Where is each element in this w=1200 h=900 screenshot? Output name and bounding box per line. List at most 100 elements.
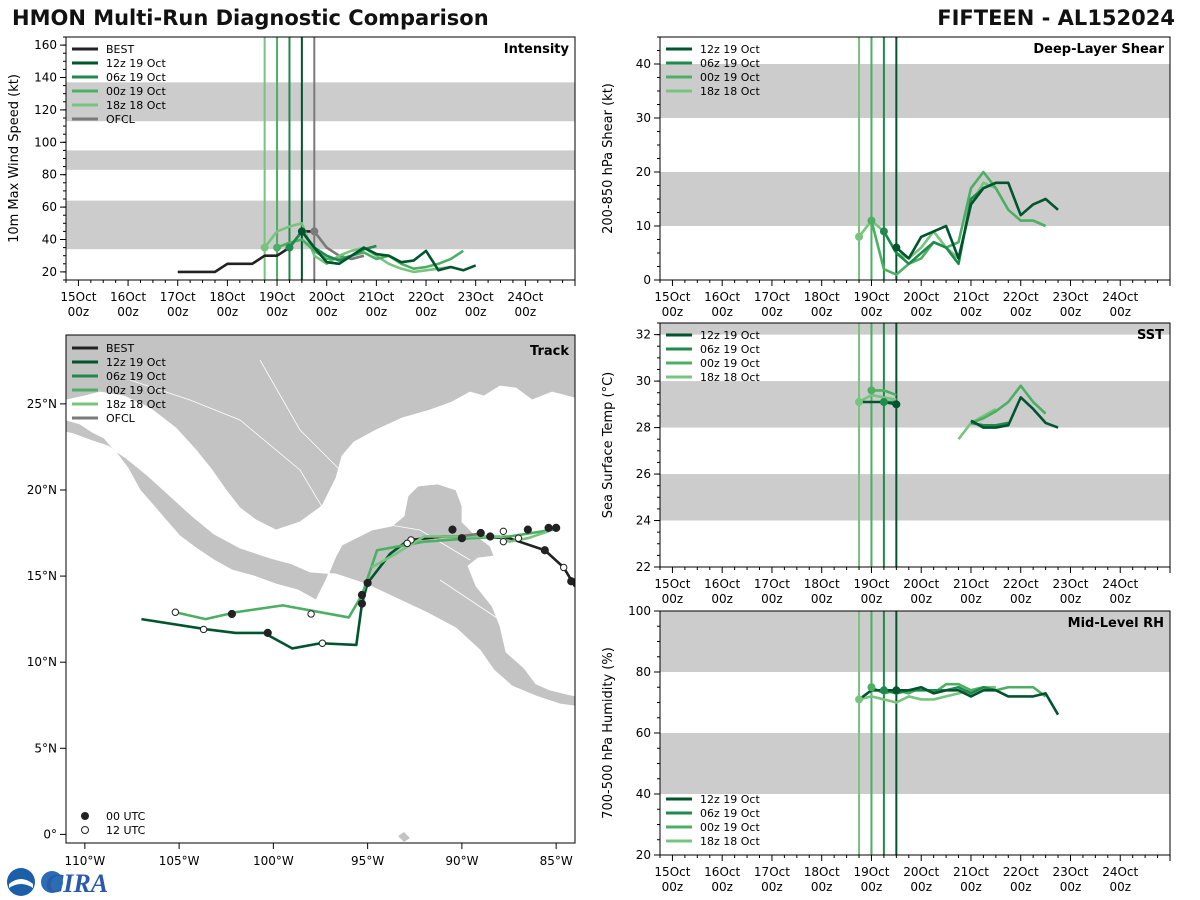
rh-x-tick-label: 18Oct (804, 865, 840, 879)
shear-y-axis-label: 200-850 hPa Shear (kt) (601, 83, 616, 234)
intensity-series-line (276, 238, 464, 270)
rh-y-axis-label: 700-500 hPa Humidity (%) (601, 647, 616, 819)
intensity-y-tick-label: 80 (42, 168, 57, 182)
sst-legend-label: 00z 19 Oct (700, 357, 760, 370)
track-position-marker (486, 532, 495, 541)
intensity-x-tick-label: 00z (217, 305, 239, 319)
track-y-tick-label: 25°N (27, 397, 57, 411)
rh-x-tick-label: 17Oct (754, 865, 790, 879)
rh-threshold-band (660, 611, 1170, 672)
track-position-marker (457, 534, 466, 543)
cira-logo-text: CIRA (46, 869, 108, 898)
intensity-legend-label: 12z 19 Oct (106, 57, 166, 70)
intensity-legend-label: BEST (106, 43, 134, 56)
sst-series-line (859, 400, 897, 406)
shear-x-tick-label: 15Oct (654, 290, 690, 304)
intensity-y-axis-label: 10m Max Wind Speed (kt) (7, 74, 22, 243)
sst-x-tick-label: 00z (960, 592, 982, 606)
track-x-tick-label: 90°W (445, 854, 478, 868)
track-x-tick-label: 100°W (253, 854, 294, 868)
shear-y-tick-label: 20 (636, 165, 651, 179)
rh-legend-label: 18z 18 Oct (700, 835, 760, 848)
rh-x-tick-label: 00z (960, 880, 982, 894)
sst-x-tick-label: 00z (861, 592, 883, 606)
track-land-mass (66, 335, 575, 707)
track-position-marker (199, 625, 208, 634)
shear-legend-label: 00z 19 Oct (700, 71, 760, 84)
shear-x-tick-label: 22Oct (1003, 290, 1039, 304)
shear-x-tick-label: 00z (861, 305, 883, 319)
rh-series-line (883, 685, 997, 695)
intensity-x-tick-label: 00z (167, 305, 189, 319)
track-position-marker (559, 563, 568, 572)
shear-x-tick-label: 16Oct (704, 290, 740, 304)
track-position-marker (523, 525, 532, 534)
intensity-x-tick-label: 00z (266, 305, 288, 319)
rh-x-tick-label: 20Oct (903, 865, 939, 879)
intensity-x-tick-label: 00z (316, 305, 338, 319)
intensity-x-tick-label: 00z (415, 305, 437, 319)
rh-x-tick-label: 15Oct (654, 865, 690, 879)
track-panel: 110°W 105°W 100°W 95°W 90°W 85°W 0° 5°N 10°N 15°N… (27, 334, 576, 868)
sst-y-tick-label: 24 (636, 514, 651, 528)
intensity-panel: 15Oct00z16Oct00z17Oct00z18Oct00z19Oct00z… (7, 36, 576, 319)
shear-series-line (882, 181, 997, 266)
rh-x-tick-label: 19Oct (853, 865, 889, 879)
track-frame (65, 334, 576, 844)
intensity-panel-title: Intensity (504, 42, 570, 57)
sst-threshold-band (660, 381, 1170, 428)
sst-x-tick-label: 00z (910, 592, 932, 606)
sst-series-line (871, 389, 897, 397)
intensity-x-tick-label: 18Oct (209, 290, 245, 304)
shear-x-tick-label: 18Oct (804, 290, 840, 304)
intensity-y-tick-label: 20 (42, 265, 57, 279)
figure-title: HMON Multi-Run Diagnostic Comparison (12, 6, 489, 30)
intensity-threshold-band (66, 150, 575, 170)
cira-logo: CIRA (7, 868, 108, 898)
shear-x-tick-label: 17Oct (754, 290, 790, 304)
intensity-x-tick-label: 23Oct (458, 290, 494, 304)
intensity-x-tick-label: 19Oct (259, 290, 295, 304)
intensity-init-marker (310, 227, 319, 236)
track-x-tick-label: 85°W (540, 854, 573, 868)
shear-init-marker (892, 243, 901, 252)
shear-x-tick-label: 21Oct (953, 290, 989, 304)
sst-panel: 15Oct00z16Oct00z17Oct00z18Oct00z19Oct00z… (601, 322, 1171, 606)
rh-x-tick-label: 00z (761, 880, 783, 894)
rh-x-tick-label: 00z (711, 880, 733, 894)
track-series-line (370, 530, 550, 569)
shear-x-tick-label: 00z (662, 305, 684, 319)
sst-init-marker (867, 386, 876, 395)
sst-plot-area (660, 323, 1170, 567)
sst-x-tick-label: 20Oct (903, 577, 939, 591)
intensity-threshold-band (66, 82, 575, 122)
shear-plot-area (660, 37, 1170, 280)
shear-y-tick-label: 30 (636, 111, 651, 125)
rh-y-tick-label: 40 (636, 787, 651, 801)
track-position-marker (567, 577, 575, 586)
sst-init-marker (892, 400, 901, 409)
intensity-threshold-band (66, 200, 575, 250)
shear-x-tick-label: 00z (960, 305, 982, 319)
track-x-tick-label: 95°W (351, 854, 384, 868)
rh-series-line (858, 685, 1060, 716)
sst-threshold-band (660, 474, 1170, 521)
rh-y-tick-label: 100 (628, 604, 651, 618)
rh-x-tick-label: 22Oct (1003, 865, 1039, 879)
sst-x-tick-label: 19Oct (853, 577, 889, 591)
rh-x-tick-label: 00z (910, 880, 932, 894)
rh-y-tick-label: 80 (636, 665, 651, 679)
rh-x-tick-label: 00z (811, 880, 833, 894)
sst-x-tick-label: 22Oct (1003, 577, 1039, 591)
intensity-x-tick-label: 21Oct (358, 290, 394, 304)
track-panel-title: Track (530, 344, 569, 359)
track-position-marker (171, 608, 180, 616)
sst-x-tick-label: 00z (711, 592, 733, 606)
track-island (398, 832, 410, 842)
rh-x-tick-label: 16Oct (704, 865, 740, 879)
shear-x-tick-label: 00z (1109, 305, 1131, 319)
track-legend-label: 12z 19 Oct (106, 356, 166, 369)
sst-legend-label: 18z 18 Oct (700, 371, 760, 384)
shear-x-tick-label: 00z (711, 305, 733, 319)
storm-id-title: FIFTEEN - AL152024 (937, 6, 1175, 30)
